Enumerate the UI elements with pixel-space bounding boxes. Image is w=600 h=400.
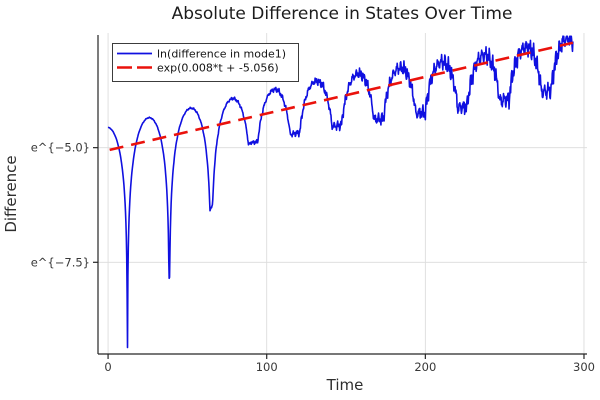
fit-series-line (109, 41, 574, 152)
gridlines (98, 33, 587, 354)
legend: ln(difference in mode1) exp(0.008*t + -5… (112, 43, 299, 82)
x-tick-label: 200 (414, 360, 436, 374)
difference-series-line (107, 35, 574, 349)
x-tick-label: 0 (104, 360, 111, 374)
y-tick-label: e^{−5.0} (31, 141, 90, 155)
y-axis-label: Difference (2, 155, 20, 232)
chart-title: Absolute Difference in States Over Time (172, 4, 513, 24)
legend-box (112, 43, 299, 82)
legend-label-fit: exp(0.008*t + -5.056) (157, 62, 279, 75)
x-axis-label: Time (326, 376, 364, 394)
legend-label-difference: ln(difference in mode1) (157, 48, 286, 61)
x-tick-label: 100 (256, 360, 278, 374)
y-tick-label: e^{−7.5} (31, 255, 90, 269)
tick-labels: 0 100 200 300 e^{−5.0} e^{−7.5} (31, 141, 595, 374)
axes (93, 35, 587, 359)
series-layer (107, 35, 574, 349)
x-tick-label: 300 (573, 360, 595, 374)
